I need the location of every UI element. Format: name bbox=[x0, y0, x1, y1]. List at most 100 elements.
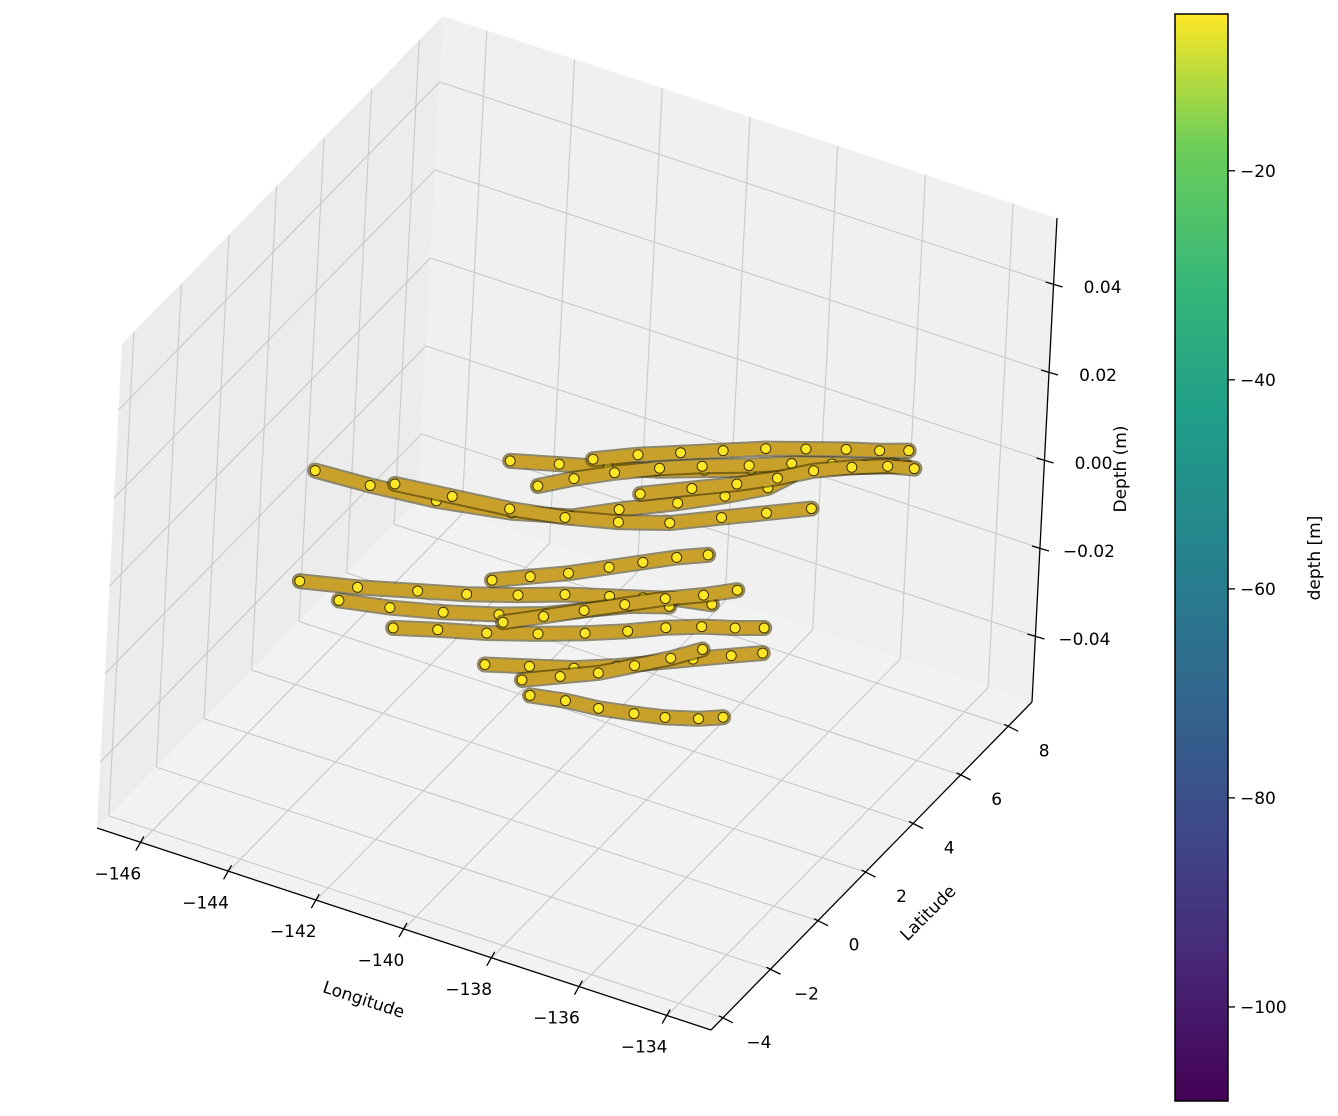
data-point bbox=[846, 461, 858, 473]
colorbar-tick-label: −60 bbox=[1240, 580, 1276, 600]
x-tick-mark bbox=[135, 836, 145, 851]
data-point bbox=[840, 443, 852, 455]
data-point bbox=[697, 643, 709, 655]
colorbar-tick-label: −80 bbox=[1240, 789, 1276, 809]
scatter-points bbox=[291, 440, 923, 727]
data-point bbox=[437, 606, 449, 618]
y-tick-mark bbox=[813, 918, 829, 927]
back-wall-gridline bbox=[434, 169, 1050, 373]
data-point bbox=[725, 650, 737, 662]
plot-area bbox=[291, 440, 923, 727]
left-wall-gridline bbox=[104, 345, 427, 675]
data-point bbox=[486, 574, 498, 586]
data-point bbox=[629, 660, 641, 672]
colorbar: −20 −40 −60 −80 −100 depth [m] bbox=[1174, 13, 1325, 1102]
data-point bbox=[637, 556, 649, 568]
data-point bbox=[743, 460, 755, 472]
z-tick-label: 0.04 bbox=[1084, 278, 1122, 298]
data-point bbox=[693, 713, 705, 725]
data-point bbox=[387, 622, 399, 634]
floor-gridline bbox=[251, 669, 866, 873]
data-point bbox=[603, 561, 615, 573]
y-tick-mark bbox=[861, 869, 876, 878]
colorbar-tick-label: −20 bbox=[1240, 162, 1276, 182]
data-point bbox=[504, 503, 516, 515]
colorbar-tick-label: −40 bbox=[1240, 371, 1276, 391]
y-tick-mark bbox=[908, 820, 924, 830]
x-tick-label: −138 bbox=[445, 980, 492, 1000]
y-tick-label: −2 bbox=[794, 984, 819, 1004]
y-tick-mark bbox=[956, 772, 971, 781]
data-point bbox=[715, 512, 727, 524]
floor-gridline bbox=[666, 687, 989, 1016]
floor-gridline bbox=[108, 815, 724, 1019]
y-tick-mark bbox=[1003, 723, 1019, 732]
data-point bbox=[538, 610, 550, 622]
data-point bbox=[613, 504, 625, 516]
data-point bbox=[593, 702, 605, 714]
data-point bbox=[559, 511, 571, 523]
data-point bbox=[432, 624, 444, 636]
data-point bbox=[384, 602, 396, 614]
colorbar-gradient bbox=[1174, 13, 1229, 1102]
data-point bbox=[559, 695, 571, 707]
data-point bbox=[760, 507, 772, 519]
data-point bbox=[559, 589, 571, 601]
data-point bbox=[524, 571, 536, 583]
x-tick-label: −134 bbox=[621, 1038, 668, 1058]
y-tick-label: 6 bbox=[991, 790, 1002, 810]
data-point bbox=[446, 490, 458, 502]
data-point bbox=[523, 660, 535, 672]
data-point bbox=[628, 708, 640, 720]
data-point bbox=[294, 575, 306, 587]
data-point bbox=[389, 478, 401, 490]
floor-gridline bbox=[298, 620, 914, 825]
x-tick-mark bbox=[223, 864, 233, 880]
x-tick-label: −146 bbox=[95, 864, 142, 884]
data-point bbox=[619, 599, 631, 611]
data-point bbox=[731, 584, 743, 596]
data-point bbox=[659, 593, 671, 605]
data-point bbox=[562, 567, 574, 579]
data-point bbox=[364, 479, 376, 491]
data-point bbox=[516, 674, 528, 686]
data-point bbox=[874, 445, 886, 457]
data-point bbox=[612, 516, 624, 528]
data-point bbox=[903, 445, 915, 457]
data-point bbox=[696, 460, 708, 472]
data-point bbox=[660, 622, 672, 634]
data-point bbox=[532, 480, 544, 492]
data-point bbox=[757, 647, 769, 659]
floor-gridline bbox=[203, 718, 819, 922]
x-axis-label: Longitude bbox=[320, 978, 407, 1023]
z-tick-mark bbox=[1040, 369, 1059, 376]
tick-labels: −146 −144 −142 −140 −138 −136 −134 −4 −2 0 2 4 6 8 −0.… bbox=[95, 278, 1122, 1058]
z-tick-mark bbox=[1027, 633, 1045, 640]
z-tick-mark bbox=[1036, 457, 1054, 464]
data-point bbox=[808, 465, 820, 477]
data-point bbox=[512, 589, 524, 601]
track-band bbox=[515, 643, 709, 686]
data-point bbox=[717, 445, 729, 457]
floor-gridline bbox=[156, 766, 771, 970]
z-tick-label: −0.04 bbox=[1058, 630, 1110, 650]
data-point bbox=[675, 447, 687, 459]
data-point bbox=[729, 622, 741, 634]
data-point bbox=[664, 517, 676, 529]
data-point bbox=[654, 462, 666, 474]
data-point bbox=[731, 478, 743, 490]
back-wall-gridline bbox=[430, 257, 1045, 461]
data-point bbox=[632, 449, 644, 461]
floor-gridline bbox=[140, 514, 463, 843]
data-point bbox=[702, 549, 714, 561]
data-point bbox=[717, 711, 729, 723]
y-tick-mark bbox=[718, 1015, 734, 1024]
x-tick-label: −140 bbox=[358, 951, 405, 971]
data-point bbox=[672, 497, 684, 509]
data-point bbox=[592, 667, 604, 679]
data-point bbox=[698, 589, 710, 601]
y-tick-label: 0 bbox=[849, 936, 860, 956]
track-band bbox=[634, 460, 921, 500]
y-tick-label: 4 bbox=[944, 838, 955, 858]
